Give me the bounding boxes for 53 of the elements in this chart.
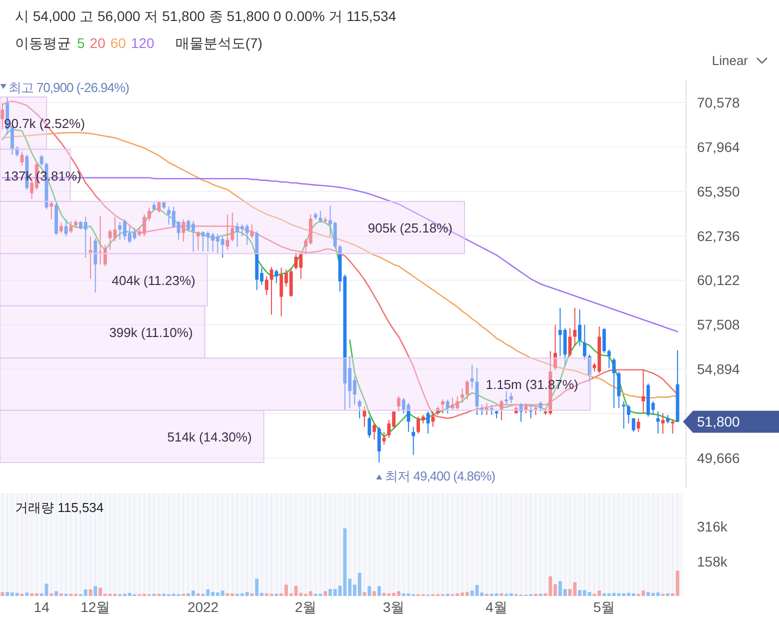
y-tick-label: 49,666 [697,450,740,466]
bar [362,592,366,596]
annotation: 최고 70,900 (-26.94%) [8,80,130,95]
data-label: 399k (11.10%) [109,324,193,340]
bar [372,591,376,596]
bar [377,586,381,596]
bar [50,593,54,596]
data-label: 1.15m (31.87%) [486,377,578,392]
bar [59,593,63,596]
y-tick-label: 60,122 [697,272,740,288]
y-tick-label: 316k [697,518,728,535]
text: 120 [130,35,155,51]
y-tick-label: 70,578 [697,94,740,110]
y-tick-label: 57,508 [697,316,740,333]
y-tick-label: 62,736 [697,228,740,244]
data-label: 514k (14.30%) [167,429,252,444]
annotation: 최저 49,400 (4.86%) [385,468,496,484]
data-label: 905k (25.18%) [368,220,452,236]
y-tick-label: 158k [697,553,728,570]
data-label: 404k (11.23%) [112,272,196,288]
bar [500,593,504,596]
x-tick-label: 14 [34,599,50,615]
x-tick-label: 5월 [593,599,616,615]
x-tick-label: 12월 [80,599,110,615]
x-tick-label: 2월 [294,599,317,615]
bar [250,593,254,596]
chart-title: 시 54,000 고 56,000 저 51,800 종 51,800 0 0.00% 거 115,534 [15,8,396,24]
text: 51,800 [697,414,740,430]
bar [54,591,58,596]
x-tick-label: 2022 [187,599,219,615]
legend-title: 이동평균 [15,35,71,51]
y-tick-label: 54,894 [697,361,740,378]
bar [0,253,208,306]
bar [0,592,4,596]
chart-title: 매물분석도(7) [175,35,262,51]
bar [0,200,465,254]
x-tick-label: 4월 [486,599,508,615]
text: 거래량 115,534 [15,500,104,515]
text: 5 [77,35,85,51]
bar [666,593,670,596]
bar [94,586,98,596]
y-tick-label: 67,964 [697,138,740,155]
bar [324,591,328,596]
text: Linear [712,53,749,68]
bar [0,410,264,463]
text: 60 [110,35,126,51]
x-tick-label: 3월 [382,599,405,615]
bar [25,592,29,596]
text: 20 [90,35,106,51]
bar [0,305,206,359]
bar [196,593,200,596]
y-tick-label: 65,350 [697,183,740,200]
bar [368,586,372,596]
